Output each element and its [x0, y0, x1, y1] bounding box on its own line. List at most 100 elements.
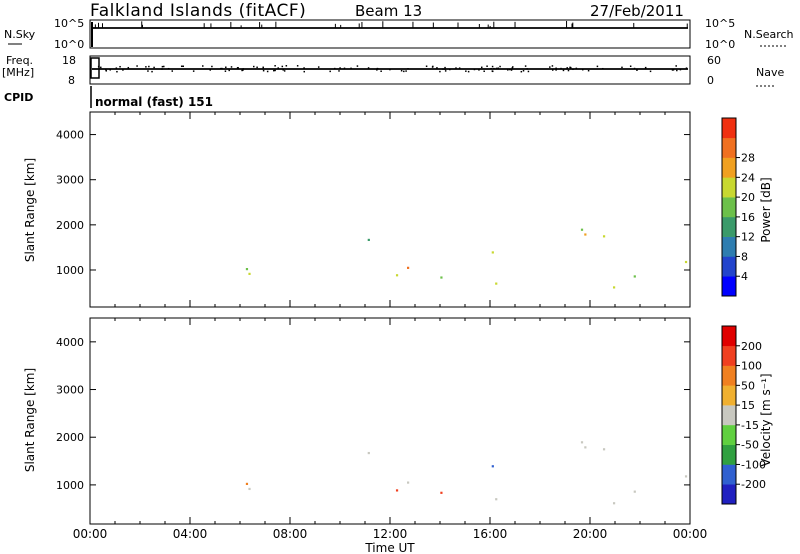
colorbar-segment — [722, 385, 736, 406]
power-cell — [684, 260, 688, 264]
colorbar-tick-label: 20 — [741, 191, 755, 204]
velocity-cell — [440, 491, 443, 494]
colorbar-tick-label: 24 — [741, 171, 755, 184]
nave-dot — [296, 65, 299, 67]
nave-dot — [555, 67, 557, 70]
nave-dot — [171, 70, 174, 72]
nave-dot — [115, 67, 118, 69]
nave-dot — [499, 65, 501, 68]
nave-dot — [458, 67, 461, 69]
velocity-cell — [248, 487, 251, 491]
nave-dot — [221, 67, 223, 70]
velocity-colorbar: 200 100 50 15 -15 -50 -100 -200 — [721, 325, 766, 505]
velocity-cell — [406, 481, 410, 484]
power-cell — [395, 274, 399, 277]
nave-dot — [493, 67, 495, 70]
nave-dot — [262, 68, 264, 70]
nave-dot — [127, 66, 130, 69]
power-x-axis — [89, 112, 691, 307]
nave-dot — [317, 66, 320, 68]
velocity-cell — [395, 489, 399, 492]
nave-dot — [442, 68, 444, 70]
nave-dot — [338, 70, 340, 72]
nave-dot — [161, 65, 164, 68]
nave-dot — [256, 66, 258, 69]
nave-dot — [274, 65, 276, 67]
nsearch-tick-bottom: 10^0 — [705, 38, 735, 51]
power-y-axis: 1000 2000 3000 4000 — [56, 129, 690, 277]
time-axis-label: Time UT — [364, 541, 415, 554]
nave-dot — [551, 65, 554, 67]
nsky-label: N.Sky — [4, 28, 36, 41]
nave-dot — [236, 67, 239, 69]
power-ylabel: Slant Range [km] — [23, 158, 37, 262]
y-tick-label: 2000 — [56, 431, 84, 444]
y-tick-label: 1000 — [56, 264, 84, 277]
colorbar-segment — [722, 216, 736, 237]
power-cell — [245, 268, 249, 271]
nave-dot — [425, 65, 428, 68]
nave-dot — [676, 69, 678, 72]
nave-dot — [491, 65, 494, 68]
power-colorbar: 4 8 12 16 20 24 28 — [721, 117, 755, 297]
power-cell — [406, 266, 410, 269]
nave-dot — [649, 70, 652, 73]
velocity-y-axis: 1000 2000 3000 4000 — [56, 336, 690, 492]
power-cell — [367, 238, 370, 242]
nave-dot — [644, 67, 647, 70]
nave-dot — [495, 67, 498, 70]
nave-dot — [636, 69, 638, 71]
freq-tick-top: 18 — [62, 54, 76, 67]
colorbar-segment — [722, 464, 736, 485]
colorbar-segment — [722, 236, 736, 257]
nave-tick-bottom: 0 — [707, 74, 714, 87]
colorbar-tick-label: -200 — [741, 478, 766, 491]
nave-dot — [241, 69, 243, 72]
nave-dot — [511, 67, 514, 69]
nave-dot — [575, 67, 578, 70]
nave-dot — [303, 67, 305, 69]
power-cbar-label: Power [dB] — [759, 177, 773, 242]
colorbar-tick-label: 15 — [741, 399, 755, 412]
nave-dot — [376, 67, 379, 70]
velocity-panel: 1000 2000 3000 4000 Slant Range [km] 200 100… — [23, 317, 773, 525]
nave-dot — [262, 69, 265, 72]
time-tick-labels: 00:00 04:00 08:00 12:00 16:00 20:00 00:00 — [73, 527, 708, 541]
colorbar-tick-label: -100 — [741, 458, 766, 471]
nave-dot — [242, 69, 244, 71]
nave-dot — [145, 66, 147, 68]
nave-dot — [566, 67, 568, 69]
colorbar-frame — [721, 117, 737, 297]
colorbar-segment — [722, 177, 736, 198]
velocity-cell — [245, 482, 249, 486]
nave-dot — [405, 70, 407, 72]
nave-dot — [161, 68, 163, 70]
nave-dot — [105, 68, 107, 71]
nave-dot — [283, 70, 286, 72]
velocity-cell — [584, 446, 587, 449]
nave-dot — [242, 68, 245, 70]
freq-label: Freq. — [6, 54, 33, 67]
nave-dot — [333, 67, 336, 70]
power-cell — [584, 233, 587, 236]
nave-dot — [465, 70, 467, 72]
nave-dot — [225, 66, 227, 68]
velocity-cell — [633, 490, 636, 493]
nave-dot — [555, 69, 557, 71]
nave-dot — [491, 70, 494, 73]
nsky-tick-bottom: 10^0 — [54, 38, 84, 51]
velocity-cell — [367, 451, 370, 455]
colorbar-tick-label: 12 — [741, 231, 755, 244]
nave-dot — [497, 67, 499, 69]
nave-dot — [273, 69, 275, 72]
nave-dot — [685, 67, 688, 69]
power-cell — [580, 228, 584, 231]
nave-dot — [520, 70, 523, 73]
nave-dot — [202, 65, 204, 67]
y-tick-label: 2000 — [56, 219, 84, 232]
nave-dot — [567, 69, 570, 72]
nave-dot — [524, 65, 527, 67]
nave-dot — [136, 65, 138, 67]
y-tick-label: 3000 — [56, 174, 84, 187]
